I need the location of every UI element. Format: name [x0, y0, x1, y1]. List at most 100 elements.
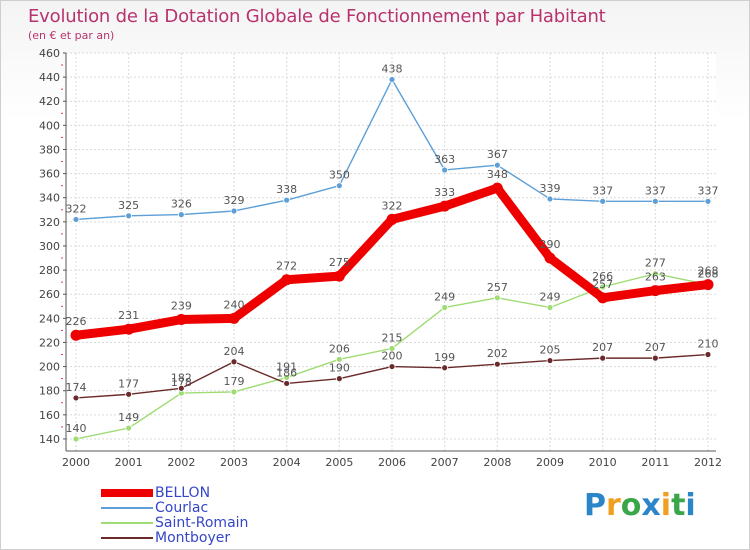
data-point-courlac	[599, 197, 607, 205]
data-label-saint-romain: 215	[382, 331, 403, 344]
data-point-montboyer	[546, 357, 554, 364]
y-tick-label: 360	[39, 168, 60, 181]
data-label-saint-romain: 179	[224, 375, 245, 388]
data-label-bellon: 272	[276, 260, 297, 273]
data-point-bellon	[70, 329, 82, 341]
data-label-saint-romain: 266	[592, 270, 613, 283]
data-label-montboyer: 177	[118, 377, 139, 390]
data-point-saint-romain	[441, 304, 449, 311]
data-point-courlac	[177, 211, 185, 219]
data-point-saint-romain	[125, 424, 133, 432]
data-label-montboyer: 174	[66, 381, 87, 394]
data-point-montboyer	[388, 363, 396, 370]
data-point-saint-romain	[335, 355, 343, 363]
data-point-saint-romain	[388, 345, 396, 352]
data-label-saint-romain: 140	[66, 422, 87, 435]
legend-item-courlac: Courlac	[101, 501, 361, 516]
y-tick-label: 260	[39, 288, 60, 301]
logo-letter: i	[660, 488, 672, 523]
plot-area	[66, 53, 716, 451]
data-point-saint-romain	[599, 283, 607, 291]
data-label-montboyer: 190	[329, 362, 350, 375]
data-label-bellon: 257	[592, 278, 613, 291]
data-label-bellon: 231	[118, 309, 139, 322]
y-tick-label: 420	[39, 95, 60, 108]
data-label-montboyer: 207	[592, 341, 613, 354]
x-tick-label: 2010	[589, 456, 617, 469]
data-point-saint-romain	[493, 294, 501, 302]
data-point-bellon	[333, 270, 345, 282]
data-label-courlac: 325	[118, 199, 139, 212]
logo-letter: P	[584, 488, 606, 523]
y-tick-label: 440	[39, 71, 60, 84]
data-point-bellon	[597, 292, 609, 304]
data-label-bellon: 226	[66, 315, 87, 328]
legend-item-montboyer: Montboyer	[101, 531, 361, 546]
data-label-montboyer: 204	[224, 345, 245, 358]
y-tick-label: 300	[39, 240, 60, 253]
data-label-courlac: 337	[645, 184, 666, 197]
data-label-montboyer: 186	[276, 366, 297, 379]
y-tick-label: 400	[39, 119, 60, 132]
y-tick-label: 140	[39, 433, 60, 446]
legend-label-saint-romain: Saint-Romain	[155, 515, 249, 531]
data-label-courlac: 338	[276, 183, 297, 196]
chart-title: Evolution de la Dotation Globale de Fonc…	[28, 6, 606, 27]
data-point-saint-romain	[651, 270, 659, 278]
data-point-montboyer	[493, 360, 501, 368]
data-label-montboyer: 202	[487, 347, 508, 360]
data-point-courlac	[72, 216, 80, 223]
data-label-saint-romain: 249	[434, 290, 455, 303]
data-label-saint-romain: 206	[329, 342, 350, 355]
y-tick-label: 240	[39, 312, 60, 325]
legend-label-bellon: BELLON	[155, 485, 211, 501]
x-tick-label: 2004	[273, 456, 301, 469]
y-tick-label: 160	[39, 409, 60, 422]
logo-letter: t	[671, 488, 686, 523]
x-tick-label: 2000	[62, 456, 90, 469]
y-tick-label: 280	[39, 264, 60, 277]
x-tick-label: 2007	[431, 456, 459, 469]
logo-letter: i	[685, 488, 696, 523]
legend-swatch-montboyer	[101, 537, 153, 539]
data-label-bellon: 275	[329, 256, 350, 269]
data-label-courlac: 363	[434, 153, 455, 166]
data-label-courlac: 438	[382, 63, 403, 76]
y-tick-label: 200	[39, 361, 60, 374]
data-label-montboyer: 200	[382, 350, 403, 363]
data-label-bellon: 348	[487, 168, 508, 181]
data-point-montboyer	[599, 354, 607, 362]
data-point-bellon	[281, 274, 293, 286]
logo-letter: r	[606, 488, 621, 523]
y-tick-label: 180	[39, 385, 60, 398]
data-label-saint-romain: 249	[540, 290, 561, 303]
data-point-montboyer	[177, 384, 185, 392]
data-label-courlac: 322	[66, 202, 87, 215]
legend-label-montboyer: Montboyer	[155, 530, 231, 546]
data-label-saint-romain: 268	[698, 268, 719, 281]
data-point-courlac	[493, 161, 501, 169]
data-point-montboyer	[441, 364, 449, 372]
data-label-courlac: 367	[487, 148, 508, 161]
data-point-montboyer	[651, 354, 659, 362]
data-point-montboyer	[230, 358, 238, 366]
data-point-bellon	[175, 314, 187, 326]
legend: BELLON Courlac Saint-Romain Montboyer	[101, 486, 361, 546]
data-label-bellon: 333	[434, 186, 455, 199]
data-label-saint-romain: 257	[487, 281, 508, 294]
data-point-courlac	[125, 212, 133, 220]
legend-swatch-courlac	[101, 507, 153, 509]
data-point-courlac	[441, 166, 449, 174]
y-tick-label: 320	[39, 216, 60, 229]
data-point-bellon	[228, 312, 240, 324]
y-tick-label: 220	[39, 336, 60, 349]
data-point-courlac	[335, 182, 343, 190]
data-point-montboyer	[283, 380, 291, 387]
data-point-bellon	[123, 323, 135, 335]
data-point-saint-romain	[546, 304, 554, 311]
logo-letter: o	[620, 488, 642, 523]
data-point-bellon	[649, 285, 661, 297]
legend-item-bellon: BELLON	[101, 486, 361, 501]
data-label-bellon: 263	[645, 271, 666, 284]
